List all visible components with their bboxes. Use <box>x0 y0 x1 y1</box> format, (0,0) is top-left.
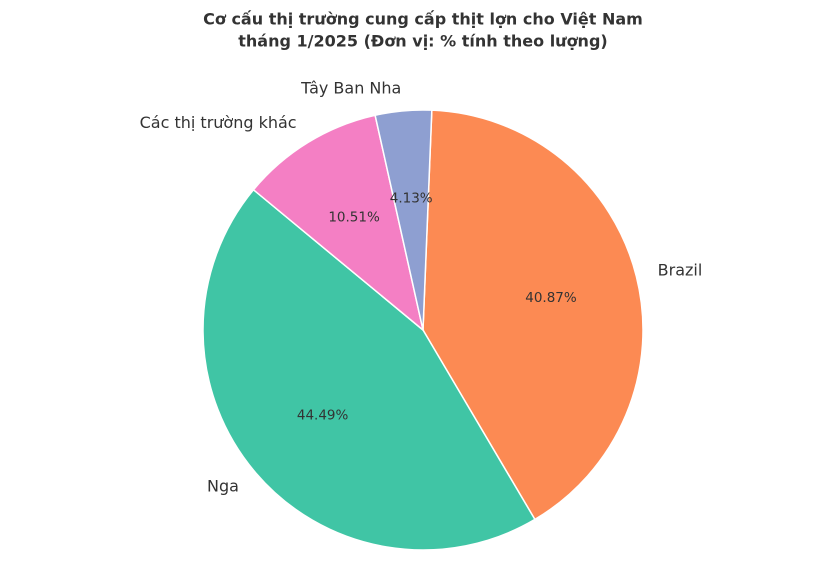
chart-title: Cơ cấu thị trường cung cấp thịt lợn cho … <box>203 10 643 29</box>
slice-label: Tây Ban Nha <box>300 78 401 97</box>
chart-title: tháng 1/2025 (Đơn vị: % tính theo lượng) <box>238 32 607 51</box>
pie-slice <box>422 109 644 521</box>
value-label: 44.49% <box>297 408 349 424</box>
value-label: 40.87% <box>525 290 577 306</box>
pie-slice <box>252 114 425 332</box>
value-label: 4.13% <box>390 191 433 207</box>
pie-slice <box>374 109 433 331</box>
pie-slice <box>202 188 536 551</box>
slice-label: Nga <box>207 477 239 496</box>
slice-label: Brazil <box>658 260 703 279</box>
value-label: 10.51% <box>328 209 380 225</box>
slice-label: Các thị trường khác <box>140 113 297 132</box>
